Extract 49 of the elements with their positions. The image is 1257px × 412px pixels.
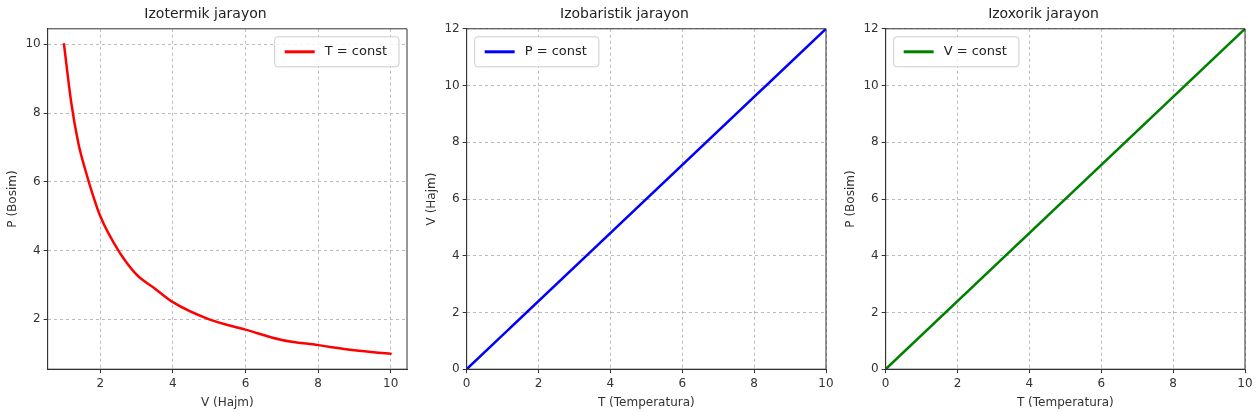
y-tick-label: 2	[33, 311, 41, 326]
y-tick-label: 0	[452, 361, 460, 376]
x-tick-label: 6	[241, 375, 250, 390]
y-tick-label: 6	[452, 191, 460, 206]
x-tick-label: 6	[1097, 375, 1106, 390]
y-axis-title: P (Bosim)	[843, 170, 858, 228]
x-tick-label: 10	[1237, 375, 1253, 390]
x-tick-label: 8	[314, 375, 322, 390]
y-axis-title: P (Bosim)	[5, 170, 20, 228]
x-tick-label: 8	[1169, 375, 1177, 390]
y-tick-label: 10	[863, 77, 879, 92]
y-tick-label: 12	[444, 20, 460, 35]
legend-label: P = const	[524, 43, 587, 59]
x-tick-label: 0	[881, 375, 890, 390]
x-tick-label: 0	[462, 375, 471, 390]
legend-label: T = const	[323, 43, 387, 59]
y-tick-label: 6	[33, 173, 41, 188]
x-tick-label: 10	[818, 375, 834, 390]
x-tick-label: 4	[1025, 375, 1034, 390]
legend-label: V = const	[943, 43, 1007, 59]
y-tick-label: 10	[444, 77, 460, 92]
x-tick-label: 2	[534, 375, 543, 390]
y-tick-label: 0	[871, 361, 879, 376]
chart-title: Izoxorik jarayon	[988, 5, 1099, 22]
y-tick-label: 2	[452, 304, 460, 319]
line-series	[62, 43, 392, 355]
y-tick-label: 6	[871, 191, 879, 206]
x-tick-label: 2	[953, 375, 962, 390]
x-tick-label: 10	[383, 375, 399, 390]
x-axis-title: T (Temperatura)	[1015, 394, 1114, 409]
chart-title: Izotermik jarayon	[144, 5, 267, 22]
y-tick-label: 8	[871, 134, 879, 149]
y-tick-label: 12	[863, 20, 879, 35]
x-axis-title: T (Temperatura)	[596, 394, 695, 409]
y-tick-label: 8	[33, 105, 41, 120]
y-tick-label: 4	[452, 247, 460, 262]
chart-title: Izobaristik jarayon	[560, 5, 689, 22]
y-tick-label: 4	[33, 242, 41, 257]
x-tick-label: 2	[96, 375, 105, 390]
y-tick-label: 8	[452, 134, 460, 149]
x-tick-label: 8	[750, 375, 758, 390]
y-tick-label: 10	[25, 36, 41, 51]
x-tick-label: 6	[678, 375, 687, 390]
x-axis-title: V (Hajm)	[200, 394, 254, 409]
y-tick-label: 2	[871, 304, 879, 319]
x-tick-label: 4	[606, 375, 615, 390]
y-axis-title: V (Hajm)	[424, 172, 439, 226]
y-tick-label: 4	[871, 247, 879, 262]
x-tick-label: 4	[169, 375, 177, 390]
